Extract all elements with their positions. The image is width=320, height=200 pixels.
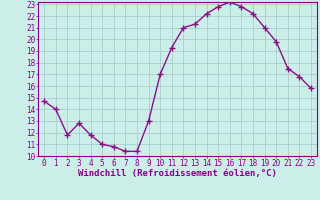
X-axis label: Windchill (Refroidissement éolien,°C): Windchill (Refroidissement éolien,°C) [78, 169, 277, 178]
